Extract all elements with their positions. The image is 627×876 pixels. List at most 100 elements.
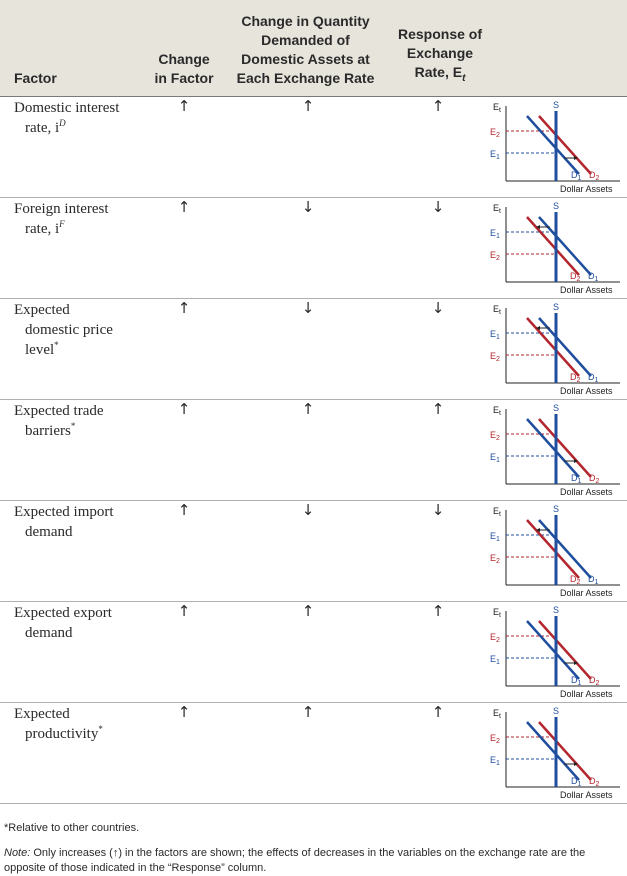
s-label: S bbox=[553, 504, 559, 514]
d2-label: D2 bbox=[589, 473, 600, 485]
response-arrow: ↓ bbox=[431, 501, 445, 519]
quantity-arrow: ↑ bbox=[301, 703, 315, 721]
e1-label: E1 bbox=[490, 755, 500, 767]
s-label: S bbox=[553, 201, 559, 211]
factor-label: Foreign interest rate, iF bbox=[14, 201, 109, 237]
d2-label: D2 bbox=[570, 271, 581, 283]
quantity-arrow: ↑ bbox=[301, 400, 315, 418]
change-arrow: ↑ bbox=[177, 97, 191, 115]
s-label: S bbox=[553, 403, 559, 413]
table-row: Expected export demand ↑ ↑ ↑ Et E1 E2 S D1 D2 Dolla… bbox=[0, 601, 627, 703]
table-header: Factor Change in Factor Change in Quantit… bbox=[0, 0, 627, 97]
d2-label: D2 bbox=[589, 776, 600, 788]
factor-label: Expected import demand bbox=[14, 504, 114, 540]
demand-curve-d2 bbox=[538, 418, 592, 478]
demand-curve-d1 bbox=[526, 620, 580, 680]
shift-arrow-head bbox=[574, 156, 578, 160]
change-arrow: ↑ bbox=[177, 501, 191, 519]
shift-arrow-head bbox=[574, 661, 578, 665]
demand-curve-d1 bbox=[538, 317, 592, 377]
shift-arrow-head bbox=[574, 762, 578, 766]
d1-label: D1 bbox=[571, 473, 582, 485]
y-axis-label: Et bbox=[493, 506, 501, 518]
factor-label: Expected export demand bbox=[14, 605, 112, 641]
table-row: Expected trade barriers* ↑ ↑ ↑ Et E1 E2 S D1 D2 Dol… bbox=[0, 399, 627, 501]
quantity-arrow: ↓ bbox=[301, 299, 315, 317]
exchange-rate-graph: Et E1 E2 S D1 D2 Dollar Assets bbox=[490, 605, 620, 699]
factor-label: Domestic interest rate, iD bbox=[14, 100, 120, 136]
quantity-arrow: ↓ bbox=[301, 198, 315, 216]
y-axis-label: Et bbox=[493, 304, 501, 316]
table-row: Expected import demand ↑ ↓ ↓ Et E1 E2 S D2 D1 Dolla… bbox=[0, 500, 627, 602]
s-label: S bbox=[553, 302, 559, 312]
response-arrow: ↓ bbox=[431, 198, 445, 216]
exchange-rate-graph: Et E1 E2 S D1 D2 Dollar Assets bbox=[490, 706, 620, 800]
response-arrow: ↓ bbox=[431, 299, 445, 317]
table-note: Note: Only increases (↑) in the factors … bbox=[4, 847, 586, 874]
e1-label: E1 bbox=[490, 452, 500, 464]
exchange-rate-graph: Et E1 E2 S D1 D2 Dollar Assets bbox=[490, 100, 620, 194]
e2-label: E2 bbox=[490, 733, 500, 745]
e1-label: E1 bbox=[490, 531, 500, 543]
d1-label: D1 bbox=[571, 675, 582, 687]
x-axis-label: Dollar Assets bbox=[560, 386, 613, 396]
demand-curve-d2 bbox=[538, 721, 592, 781]
demand-curve-d1 bbox=[526, 418, 580, 478]
table-row: Domestic interest rate, iD ↑ ↑ ↑ Et E1 E2 S D1 D2 D… bbox=[0, 96, 627, 198]
x-axis-label: Dollar Assets bbox=[560, 184, 613, 194]
e2-label: E2 bbox=[490, 127, 500, 139]
exchange-rate-graph: Et E1 E2 S D2 D1 Dollar Assets bbox=[490, 201, 620, 295]
change-arrow: ↑ bbox=[177, 400, 191, 418]
factor-label: Expected domestic price level* bbox=[14, 302, 113, 358]
d2-label: D2 bbox=[589, 170, 600, 182]
d1-label: D1 bbox=[588, 574, 599, 586]
demand-curve-d2 bbox=[526, 216, 580, 276]
y-axis-label: Et bbox=[493, 102, 501, 114]
quantity-arrow: ↓ bbox=[301, 501, 315, 519]
e1-label: E1 bbox=[490, 149, 500, 161]
change-arrow: ↑ bbox=[177, 198, 191, 216]
shift-arrow-head bbox=[536, 528, 540, 532]
y-axis-label: Et bbox=[493, 203, 501, 215]
footnote: *Relative to other countries. bbox=[4, 822, 140, 834]
demand-curve-d2 bbox=[526, 317, 580, 377]
change-arrow: ↑ bbox=[177, 299, 191, 317]
demand-curve-d1 bbox=[526, 721, 580, 781]
demand-curve-d1 bbox=[526, 115, 580, 175]
table-row: Foreign interest rate, iF ↑ ↓ ↓ Et E1 E2 S D2 D1 Do… bbox=[0, 197, 627, 299]
header-response: Response of Exchange Rate, Et bbox=[397, 26, 482, 84]
e2-label: E2 bbox=[490, 351, 500, 363]
s-label: S bbox=[553, 100, 559, 110]
d1-label: D1 bbox=[588, 271, 599, 283]
factor-label: Expected trade barriers* bbox=[14, 403, 104, 439]
e2-label: E2 bbox=[490, 553, 500, 565]
d1-label: D1 bbox=[571, 776, 582, 788]
demand-curve-d2 bbox=[538, 620, 592, 680]
header-factor: Factor bbox=[14, 70, 57, 86]
change-arrow: ↑ bbox=[177, 703, 191, 721]
quantity-arrow: ↑ bbox=[301, 602, 315, 620]
y-axis-label: Et bbox=[493, 708, 501, 720]
response-arrow: ↑ bbox=[431, 400, 445, 418]
d1-label: D1 bbox=[588, 372, 599, 384]
response-arrow: ↑ bbox=[431, 97, 445, 115]
s-label: S bbox=[553, 605, 559, 615]
exchange-rate-graph: Et E1 E2 S D1 D2 Dollar Assets bbox=[490, 403, 620, 497]
e1-label: E1 bbox=[490, 228, 500, 240]
d1-label: D1 bbox=[571, 170, 582, 182]
y-axis-label: Et bbox=[493, 607, 501, 619]
response-arrow: ↑ bbox=[431, 703, 445, 721]
header-change-in-quantity: Change in Quantity Demanded of Domestic As… bbox=[236, 13, 375, 86]
change-arrow: ↑ bbox=[177, 602, 191, 620]
header-change-in-factor: Change in Factor bbox=[154, 51, 214, 86]
e1-label: E1 bbox=[490, 654, 500, 666]
y-axis-label: Et bbox=[493, 405, 501, 417]
x-axis-label: Dollar Assets bbox=[560, 588, 613, 598]
exchange-rate-graph: Et E1 E2 S D2 D1 Dollar Assets bbox=[490, 302, 620, 396]
table-row: Expected domestic price level* ↑ ↓ ↓ Et E1 E2 S D2… bbox=[0, 298, 627, 400]
exchange-rate-graph: Et E1 E2 S D2 D1 Dollar Assets bbox=[490, 504, 620, 598]
x-axis-label: Dollar Assets bbox=[560, 689, 613, 699]
shift-arrow-head bbox=[536, 225, 540, 229]
e2-label: E2 bbox=[490, 632, 500, 644]
